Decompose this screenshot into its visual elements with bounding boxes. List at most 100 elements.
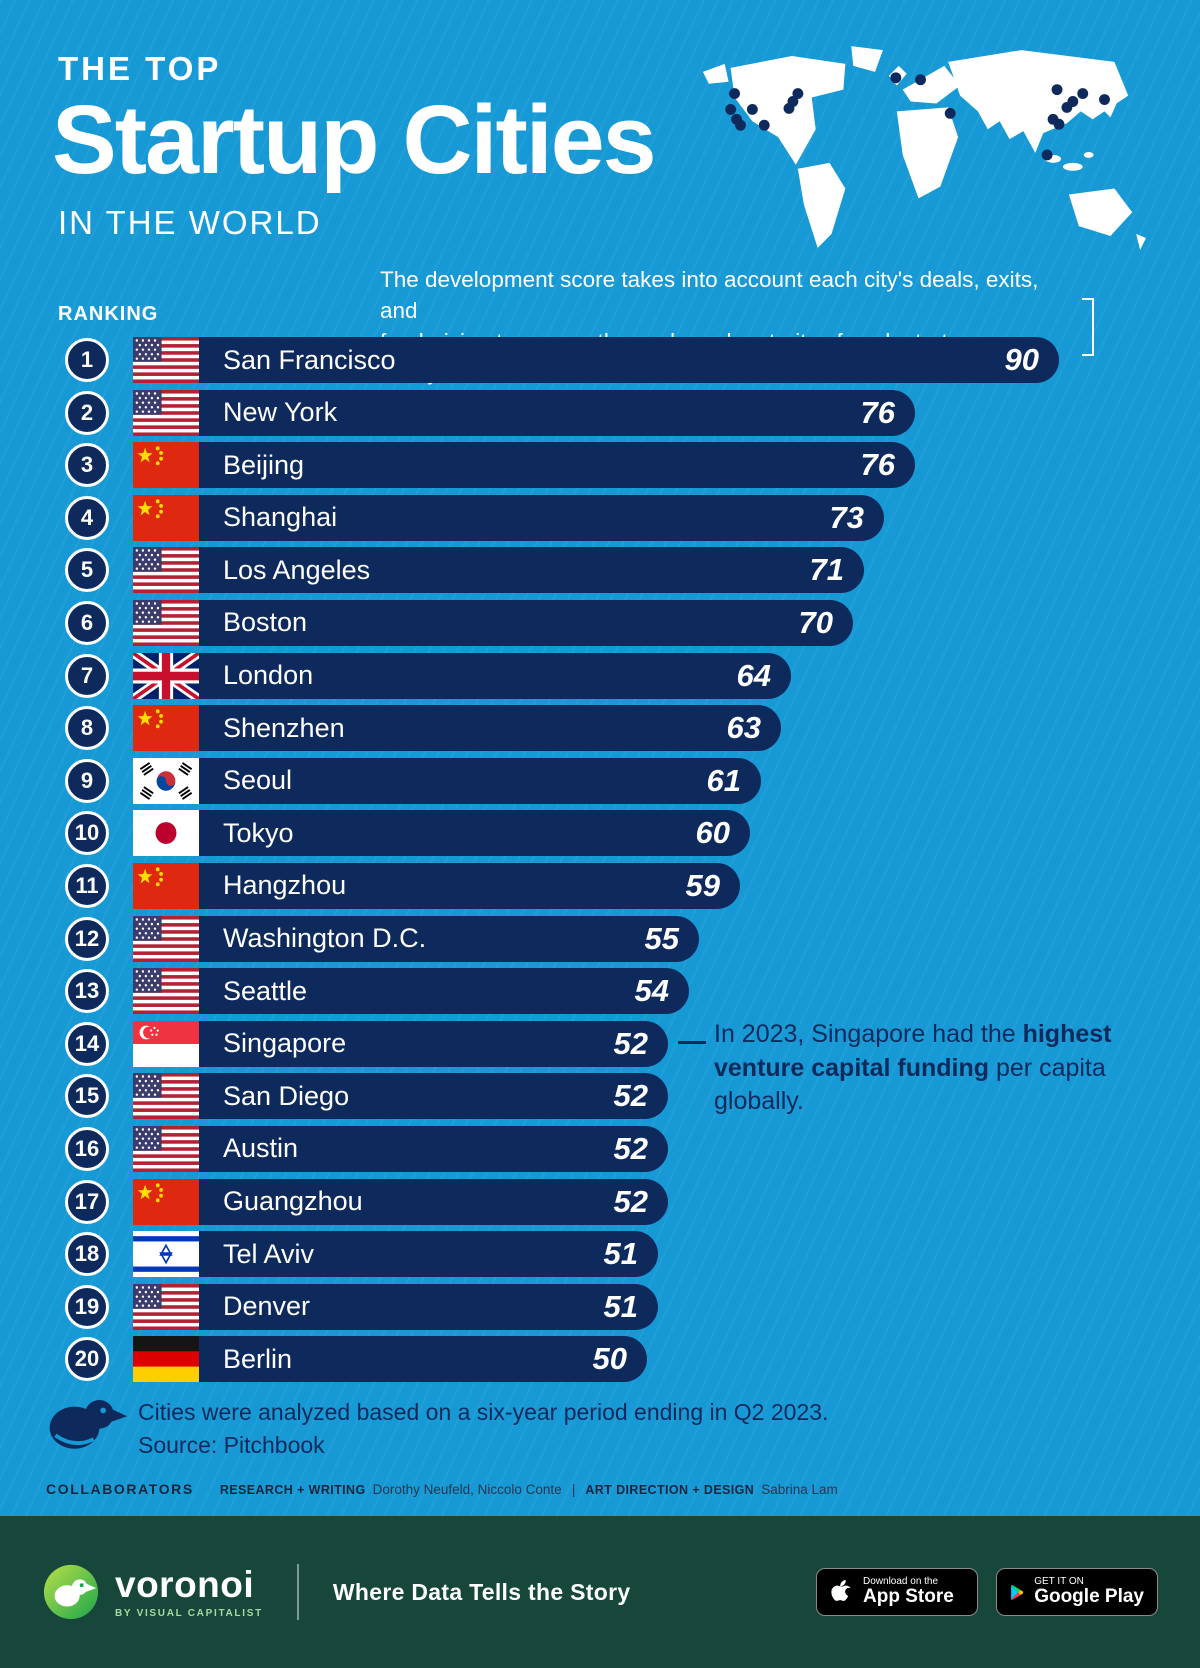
score-bar: Austin 52 <box>133 1125 668 1172</box>
brand-text-block: voronoi BY VISUAL CAPITALIST <box>115 1566 263 1619</box>
store-badges: Download on the App Store GET IT ON Goog… <box>816 1568 1158 1616</box>
title-subtitle: IN THE WORLD <box>58 204 322 241</box>
score-bar: Shanghai 73 <box>133 494 884 541</box>
ranking-row: 19 Denver 51 <box>57 1283 1143 1330</box>
score-bar: Hangzhou 59 <box>133 862 740 909</box>
score-bar: Shenzhen 63 <box>133 705 781 752</box>
brand-footer-bar: voronoi BY VISUAL CAPITALIST Where Data … <box>0 1516 1200 1668</box>
country-flag-icon <box>133 705 199 752</box>
score-bar: Los Angeles 71 <box>133 547 864 594</box>
google-play-badge[interactable]: GET IT ON Google Play <box>996 1568 1158 1616</box>
ranking-row: 3 Beijing 76 <box>57 442 1143 489</box>
rank-number: 9 <box>80 767 94 793</box>
country-flag-icon <box>133 915 199 962</box>
score-bar: Beijing 76 <box>133 442 915 489</box>
score-bar: Tokyo 60 <box>133 810 750 857</box>
annotation-line1: In 2023, Singapore had the <box>714 1020 1016 1048</box>
rank-badge: 10 <box>65 811 109 856</box>
country-flag-icon <box>133 652 199 699</box>
rank-badge: 15 <box>65 1074 109 1119</box>
score-value: 55 <box>644 920 679 956</box>
rank-badge: 16 <box>65 1126 109 1171</box>
ranking-row: 17 Guangzhou 52 <box>57 1178 1143 1225</box>
rank-number: 2 <box>80 399 94 425</box>
ranking-row: 1 San Francisco 90 <box>57 337 1143 383</box>
rank-number: 8 <box>80 715 94 741</box>
city-label: Hangzhou <box>223 870 347 901</box>
rank-number: 14 <box>74 1030 100 1056</box>
rank-number: 3 <box>80 452 94 478</box>
country-flag-icon <box>133 757 199 804</box>
apple-icon <box>831 1579 851 1601</box>
rank-number: 5 <box>80 557 94 583</box>
ranking-row: 12 Washington D.C. 55 <box>57 915 1143 962</box>
ranking-row: 10 Tokyo 60 <box>57 810 1143 857</box>
country-flag-icon <box>133 968 199 1015</box>
score-value: 51 <box>603 1288 638 1324</box>
country-flag-icon <box>133 1178 199 1225</box>
annotation-line3: per capita globally. <box>714 1053 1106 1116</box>
brand-name: voronoi <box>115 1563 255 1605</box>
rank-badge: 20 <box>65 1337 109 1382</box>
city-label: Washington D.C. <box>223 923 427 954</box>
ranking-row: 20 Berlin 50 <box>57 1336 1143 1383</box>
ranking-row: 7 London 64 <box>57 652 1143 699</box>
city-dot-markers <box>725 72 1110 161</box>
rank-number: 11 <box>75 872 99 898</box>
score-bar: Seoul 61 <box>133 757 761 804</box>
country-flag-icon <box>133 862 199 909</box>
voronoi-logo-icon <box>43 1564 99 1620</box>
chart-description-line1: The development score takes into account… <box>380 267 1039 324</box>
score-bar: San Francisco 90 <box>133 337 1059 383</box>
ranking-row: 6 Boston 70 <box>57 599 1143 646</box>
score-bar: Boston 70 <box>133 599 853 646</box>
rank-number: 20 <box>74 1346 100 1372</box>
country-flag-icon <box>133 810 199 857</box>
rank-badge: 6 <box>65 600 109 645</box>
ranking-row: 16 Austin 52 <box>57 1125 1143 1172</box>
annotation-connector-line <box>678 1041 706 1044</box>
city-label: Denver <box>223 1291 311 1322</box>
score-bar: Singapore 52 <box>133 1020 668 1067</box>
voronoi-bird-icon <box>49 1399 128 1449</box>
score-value: 51 <box>603 1236 638 1272</box>
score-value: 52 <box>613 1078 648 1114</box>
voronoi-brand: voronoi BY VISUAL CAPITALIST <box>42 1563 263 1621</box>
app-store-small-text: Download on the <box>863 1576 939 1588</box>
country-flag-icon <box>133 389 199 436</box>
score-value: 63 <box>726 710 761 746</box>
city-label: Singapore <box>223 1028 347 1059</box>
country-flag-icon <box>133 1283 199 1330</box>
city-label: San Diego <box>223 1080 350 1111</box>
score-bar: San Diego 52 <box>133 1073 668 1120</box>
singapore-annotation: In 2023, Singapore had the highest ventu… <box>714 1018 1114 1119</box>
city-label: Tel Aviv <box>223 1238 315 1269</box>
source-note: Source: Pitchbook <box>138 1432 325 1459</box>
rank-number: 6 <box>80 609 94 635</box>
ranking-row: 8 Shenzhen 63 <box>57 705 1143 752</box>
ranking-row: 4 Shanghai 73 <box>57 494 1143 541</box>
rank-badge: 17 <box>65 1179 109 1224</box>
rank-number: 19 <box>74 1293 100 1319</box>
city-label: San Francisco <box>223 344 396 375</box>
ranking-row: 18 Tel Aviv 51 <box>57 1231 1143 1278</box>
ranking-row: 2 New York 76 <box>57 389 1143 436</box>
app-store-badge[interactable]: Download on the App Store <box>816 1568 978 1616</box>
city-label: Boston <box>223 607 308 638</box>
rank-number: 4 <box>80 504 94 530</box>
country-flag-icon <box>133 1073 199 1120</box>
rank-number: 15 <box>74 1083 100 1109</box>
score-value: 73 <box>829 499 864 535</box>
city-label: Guangzhou <box>223 1186 363 1216</box>
research-writing-names: Dorothy Neufeld, Niccolo Conte <box>372 1482 562 1497</box>
rank-badge: 14 <box>65 1021 109 1066</box>
score-value: 54 <box>634 973 669 1009</box>
score-value: 61 <box>706 762 741 798</box>
description-bracket <box>1082 298 1094 356</box>
score-bar: Washington D.C. 55 <box>133 915 699 962</box>
rank-badge: 12 <box>65 916 109 961</box>
app-store-badge-text: Download on the App Store <box>863 1576 954 1608</box>
rank-badge: 19 <box>65 1284 109 1329</box>
rank-badge: 13 <box>65 969 109 1014</box>
city-label: Beijing <box>223 449 305 480</box>
